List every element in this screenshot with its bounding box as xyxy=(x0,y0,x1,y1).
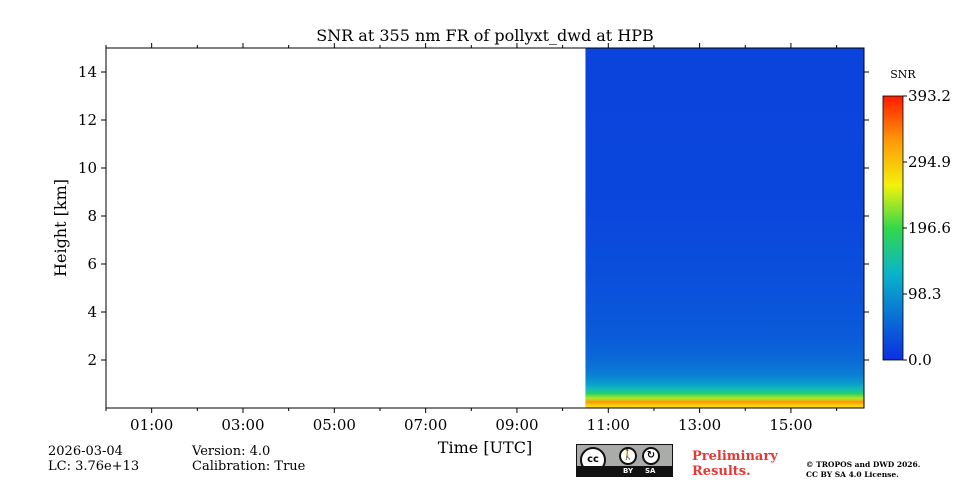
colorbar-label: SNR xyxy=(890,68,916,81)
date-text: 2026-03-04 xyxy=(48,444,123,459)
version-text: Version: 4.0 xyxy=(192,444,271,459)
y-tick-label: 6 xyxy=(87,255,97,273)
x-axis-label: Time [UTC] xyxy=(438,438,532,457)
x-tick-label: 09:00 xyxy=(495,416,538,434)
cc-by-label: BY xyxy=(623,467,634,475)
attribution-icon: 🚶 xyxy=(619,447,637,465)
x-tick-label: 15:00 xyxy=(769,416,812,434)
x-tick-label: 07:00 xyxy=(404,416,447,434)
preliminary-line-2: Results. xyxy=(692,464,751,479)
y-tick-label: 2 xyxy=(87,351,97,369)
cc-license-badge: cc 🚶 ↻ BY SA xyxy=(576,444,673,477)
colorbar-tick-label: 294.9 xyxy=(908,153,951,171)
x-tick-label: 11:00 xyxy=(587,416,630,434)
y-tick-label: 12 xyxy=(78,111,97,129)
lc-text: LC: 3.76e+13 xyxy=(48,459,140,474)
y-axis: 2 4 6 8 10 12 14 xyxy=(78,63,869,369)
copyright-line-2: CC BY SA 4.0 License. xyxy=(806,470,899,479)
x-tick-label: 03:00 xyxy=(221,416,264,434)
y-tick-label: 10 xyxy=(78,159,97,177)
colorbar-tick-label: 0.0 xyxy=(908,351,932,369)
colorbar-tick-label: 393.2 xyxy=(908,87,951,105)
copyright-line-1: © TROPOS and DWD 2026. xyxy=(806,460,921,469)
y-tick-label: 8 xyxy=(87,207,97,225)
colorbar: SNR 0.0 98.3 196.6 294.9 393.2 xyxy=(882,68,951,369)
copyright-notice: © TROPOS and DWD 2026. CC BY SA 4.0 Lice… xyxy=(806,460,920,480)
plot-frame xyxy=(105,47,865,409)
colorbar-tick-label: 196.6 xyxy=(908,219,951,237)
share-alike-icon: ↻ xyxy=(642,447,660,465)
colorbar-gradient xyxy=(882,95,904,361)
cc-sa-label: SA xyxy=(645,467,656,475)
date-info: 2026-03-04 LC: 3.76e+13 xyxy=(48,444,139,474)
x-axis: 01:00 03:00 05:00 07:00 09:00 11:00 13:00 15:00 xyxy=(105,43,838,434)
y-axis-label: Height [km] xyxy=(51,179,70,277)
preliminary-line-1: Preliminary xyxy=(692,449,778,464)
x-tick-label: 05:00 xyxy=(313,416,356,434)
y-tick-label: 14 xyxy=(78,63,97,81)
calibration-text: Calibration: True xyxy=(192,459,306,474)
preliminary-notice: Preliminary Results. xyxy=(692,449,778,479)
y-tick-label: 4 xyxy=(87,303,97,321)
heatmap-data-region xyxy=(585,48,864,408)
chart-title: SNR at 355 nm FR of pollyxt_dwd at HPB xyxy=(316,26,654,45)
version-info: Version: 4.0 Calibration: True xyxy=(192,444,305,474)
x-tick-label: 13:00 xyxy=(678,416,721,434)
snr-heatmap xyxy=(585,48,864,408)
x-tick-label: 01:00 xyxy=(130,416,173,434)
colorbar-tick-label: 98.3 xyxy=(908,285,941,303)
